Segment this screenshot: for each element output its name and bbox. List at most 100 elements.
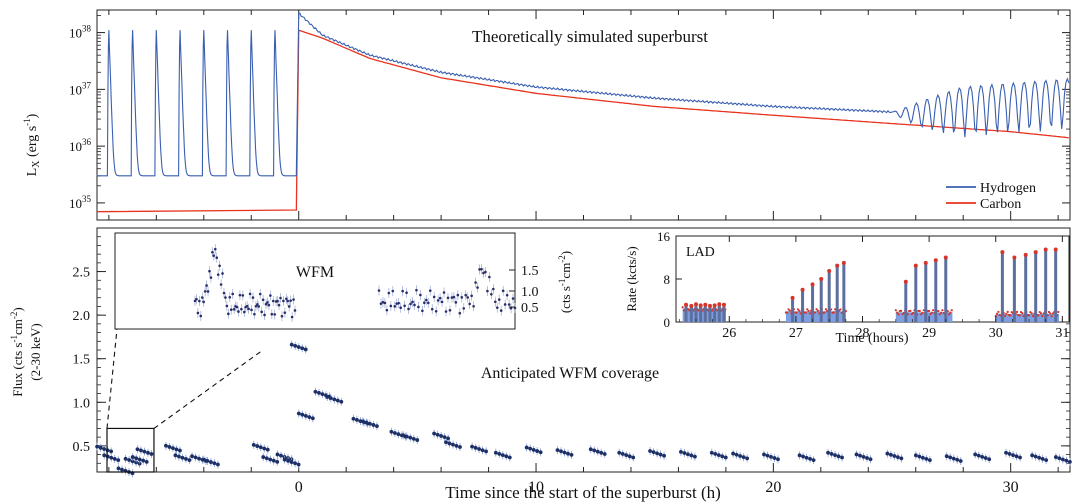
data-point [1018, 455, 1022, 460]
wfm-point [229, 308, 233, 312]
svg-text:(2-30 keV): (2-30 keV) [28, 323, 43, 380]
data-point [888, 452, 893, 457]
lad-burst-bar [713, 305, 717, 322]
lad-base-marker [681, 306, 684, 309]
data-point [109, 455, 114, 460]
lad-burst-peak [1012, 255, 1017, 260]
wfm-point [240, 307, 243, 311]
bottom-y-axis-label: Flux (cts s-1cm-2) [9, 307, 25, 396]
wfm-point [292, 298, 295, 301]
data-point [411, 436, 416, 441]
data-point [261, 455, 266, 459]
data-point [149, 452, 154, 456]
wfm-point [492, 287, 495, 291]
data-point [144, 459, 149, 464]
wfm-point [383, 301, 387, 305]
data-point [289, 460, 294, 464]
data-point [187, 458, 192, 463]
data-point [682, 451, 687, 455]
data-point [142, 449, 147, 454]
data-point [983, 456, 988, 460]
wfm-point [460, 296, 464, 299]
wfm-point [273, 313, 277, 316]
wfm-point [466, 296, 469, 299]
data-point [734, 452, 739, 457]
data-point [899, 456, 904, 461]
carbon-series-line [96, 29, 1069, 213]
lad-base-marker [1005, 312, 1008, 315]
data-point [307, 415, 312, 419]
zoom-box [106, 427, 155, 473]
lad-base-marker [897, 313, 900, 316]
legend-hydrogen-label: Hydrogen [980, 181, 1036, 196]
lad-base-marker [997, 310, 1000, 313]
wfm-point [507, 303, 511, 306]
data-point [451, 442, 455, 447]
zoom-line-left [106, 328, 118, 429]
data-point [171, 446, 175, 451]
data-point [286, 458, 290, 463]
data-point [454, 443, 459, 448]
data-point [731, 451, 736, 456]
lad-burst-peak [827, 268, 832, 273]
lad-burst-peak [790, 295, 795, 300]
wfm-point [425, 298, 428, 302]
wfm-point [276, 299, 279, 303]
data-point [976, 453, 981, 458]
data-point [631, 455, 636, 460]
wfm-point [211, 250, 214, 254]
lad-ytick-label: 16 [657, 229, 671, 244]
lad-base-marker [940, 311, 943, 314]
wfm-point [442, 291, 446, 294]
wfm-point [440, 300, 444, 304]
data-point [686, 452, 690, 457]
wfm-point [209, 276, 213, 279]
top-y-ticks: 1035 1036 1037 1038 [69, 15, 1070, 211]
data-point [293, 461, 297, 466]
lad-base-marker [995, 312, 999, 315]
data-point [293, 343, 298, 348]
lad-burst-bar [835, 265, 839, 322]
lad-base-marker [1027, 314, 1031, 317]
wfm-point [456, 293, 460, 297]
data-point [528, 446, 533, 451]
data-point [651, 450, 656, 455]
lad-ytick-label: 0 [664, 315, 671, 330]
data-point [679, 449, 683, 454]
data-point [648, 449, 652, 453]
data-point [769, 454, 773, 459]
data-point [190, 454, 194, 459]
top-y-axis-label: LX (erg s-1) [22, 113, 42, 176]
lad-base-marker [1047, 310, 1051, 314]
bottom-ytick-label: 1.0 [73, 396, 91, 411]
data-point [595, 449, 600, 454]
data-point [958, 459, 963, 463]
lad-base-marker [1015, 310, 1019, 314]
data-point [105, 448, 110, 453]
lad-burst-bar [1034, 252, 1038, 322]
data-point [772, 456, 777, 460]
data-point [555, 448, 560, 452]
wfm-point [261, 298, 265, 302]
data-point [865, 456, 869, 460]
data-point [854, 452, 859, 457]
lad-burst-peak [717, 302, 722, 307]
wfm-point [446, 296, 450, 300]
lad-burst-bar [819, 279, 823, 322]
lad-base-marker [823, 311, 826, 314]
data-point [620, 452, 625, 456]
data-point [317, 391, 321, 395]
data-point [389, 429, 394, 434]
lad-burst-bar [811, 284, 815, 322]
wfm-inset-right-ticks: 0.51.0 1.5 [509, 264, 539, 316]
wfm-point [238, 293, 242, 297]
wfm-inset-title: WFM [296, 264, 334, 281]
lad-base-marker [921, 311, 924, 314]
lad-burst-peak [689, 303, 694, 308]
data-point [442, 435, 447, 440]
wfm-point [438, 296, 442, 300]
wfm-point [468, 302, 471, 306]
data-point [713, 452, 718, 456]
wfm-point [444, 310, 448, 313]
data-point [1007, 452, 1012, 456]
